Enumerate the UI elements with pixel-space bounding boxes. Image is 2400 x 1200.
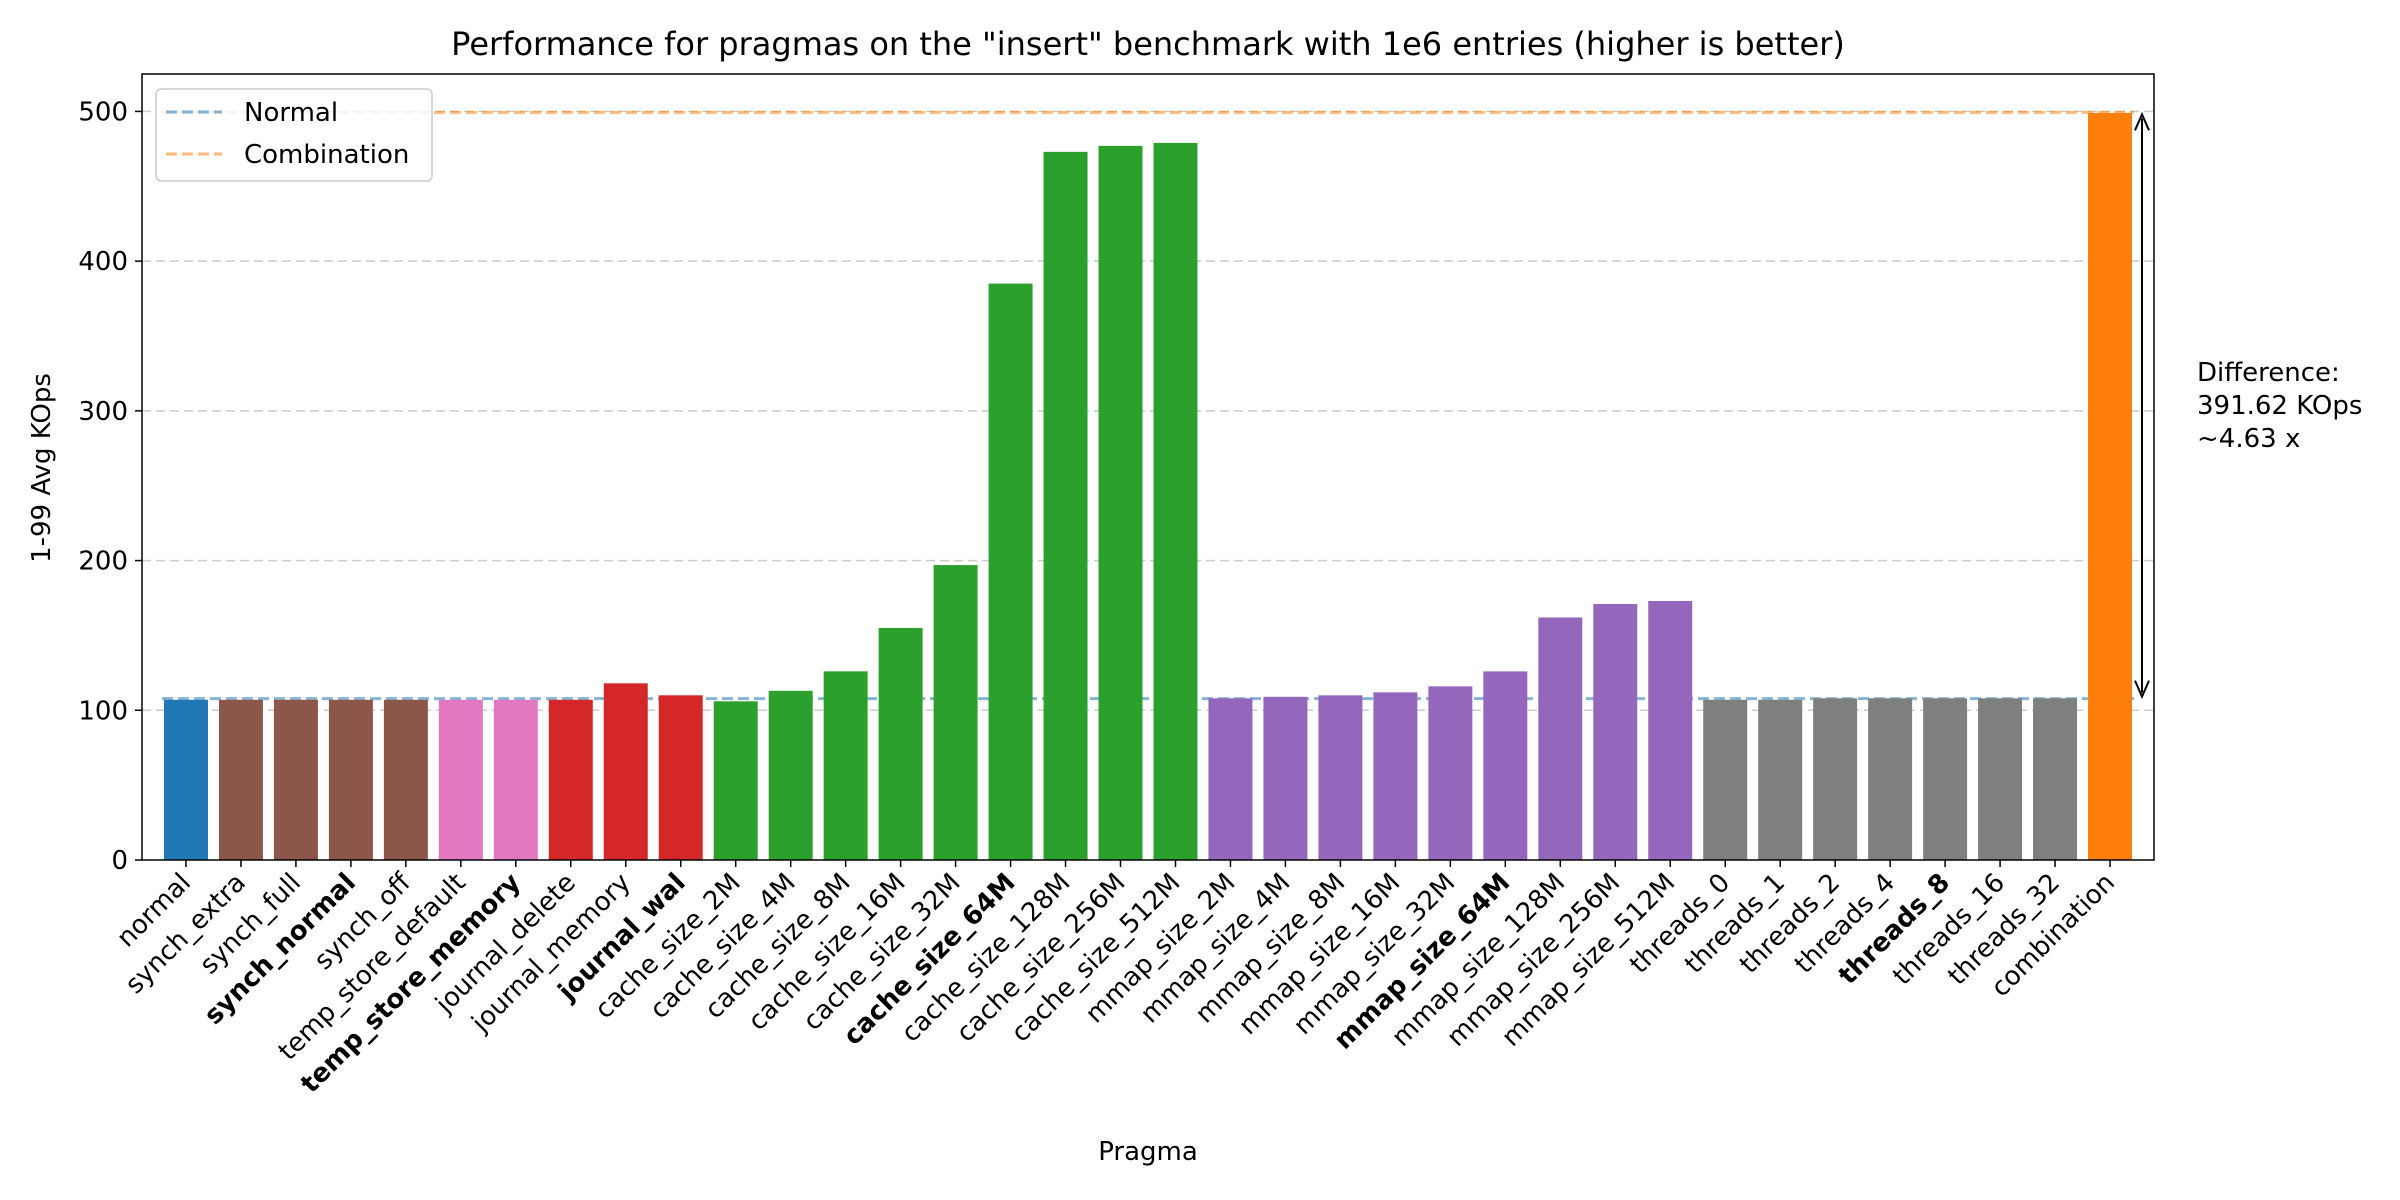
legend-box	[155, 88, 433, 182]
bar-threads-0	[1703, 699, 1748, 860]
difference-arrow-head-bottom	[2134, 680, 2150, 700]
reference-lines-layer	[161, 110, 2135, 701]
bar-synch-off	[383, 699, 428, 860]
bar-cache-size-4M	[768, 690, 813, 860]
legend-label: Combination	[244, 140, 409, 170]
bar-mmap-size-512M	[1648, 600, 1693, 860]
bar-threads-16	[1978, 698, 2023, 860]
legend-label: Normal	[244, 98, 338, 128]
difference-annotation: Difference:391.62 KOps~4.63 x	[2134, 111, 2362, 700]
bar-cache-size-2M	[713, 701, 758, 860]
y-tick-label: 500	[78, 97, 128, 127]
bar-mmap-size-4M	[1263, 696, 1308, 860]
bar-synch-normal	[328, 699, 373, 860]
difference-arrow-head-top	[2134, 111, 2150, 131]
bar-cache-size-16M	[878, 627, 923, 860]
bar-mmap-size-32M	[1428, 686, 1473, 860]
legend: Normal Combination	[155, 88, 433, 182]
bar-mmap-size-64M	[1483, 671, 1528, 860]
bar-threads-2	[1813, 698, 1858, 860]
bar-normal	[163, 699, 208, 860]
y-tick-label: 300	[78, 397, 128, 427]
bar-temp-store-default	[438, 699, 483, 860]
plot-frame	[141, 73, 2155, 861]
y-tick-label: 100	[78, 696, 128, 726]
bar-threads-4	[1868, 698, 1913, 860]
bar-threads-32	[2033, 698, 2078, 860]
chart-title: Performance for pragmas on the "insert" …	[451, 25, 1845, 63]
bar-journal-delete	[548, 699, 593, 860]
difference-annotation-line: Difference:	[2197, 358, 2340, 388]
bars-layer	[163, 112, 2133, 861]
difference-annotation-line: 391.62 KOps	[2197, 391, 2362, 421]
bar-journal-wal	[658, 695, 703, 860]
bar-temp-store-memory	[493, 699, 538, 860]
bar-cache-size-32M	[933, 565, 978, 860]
bar-mmap-size-128M	[1538, 617, 1583, 860]
bar-threads-8	[1923, 698, 1968, 860]
bar-cache-size-512M	[1153, 142, 1198, 860]
x-axis-title: Pragma	[1098, 1137, 1198, 1167]
bar-threads-1	[1758, 699, 1803, 860]
axes-layer	[135, 73, 2155, 867]
bar-mmap-size-256M	[1593, 603, 1638, 860]
y-axis-title: 1-99 Avg KOps	[27, 373, 57, 563]
bar-cache-size-8M	[823, 671, 868, 860]
difference-annotation-line: ~4.63 x	[2197, 424, 2300, 454]
bar-synch-full	[273, 699, 318, 860]
bar-combination	[2088, 112, 2133, 860]
bar-synch-extra	[218, 699, 263, 860]
bar-mmap-size-2M	[1208, 698, 1253, 860]
bar-cache-size-64M	[988, 283, 1033, 861]
bar-journal-memory	[603, 683, 648, 860]
bar-mmap-size-8M	[1318, 695, 1363, 860]
y-tick-label: 400	[78, 247, 128, 277]
bar-cache-size-128M	[1043, 151, 1088, 860]
bar-mmap-size-16M	[1373, 692, 1418, 860]
bar-cache-size-256M	[1098, 145, 1143, 860]
y-tick-label: 200	[78, 547, 128, 577]
y-tick-label: 0	[111, 846, 128, 876]
y-tick-labels-layer: 0 100 200 300 400 500	[78, 97, 128, 876]
